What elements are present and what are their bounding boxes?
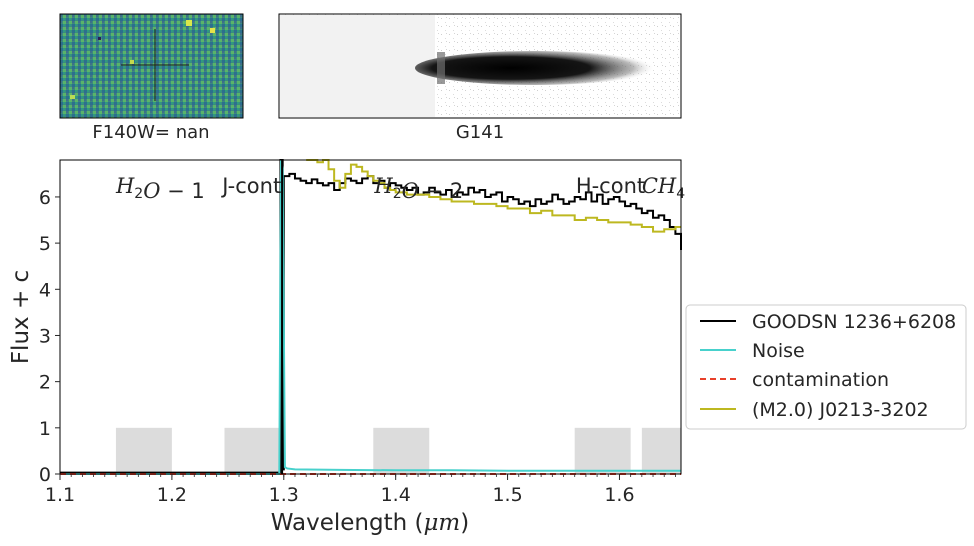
grism-image-panel: G141 <box>278 13 682 143</box>
y-tick-label: 5 <box>39 233 51 255</box>
y-tick-label: 2 <box>39 372 51 394</box>
y-tick-label: 4 <box>39 279 51 301</box>
y-tick-label: 6 <box>39 187 51 209</box>
x-tick-label: 1.2 <box>157 484 187 506</box>
x-tick-label: 1.3 <box>269 484 299 506</box>
series-layer <box>60 159 682 475</box>
band-label-2: H2O − 2 <box>373 174 463 203</box>
legend: GOODSN 1236+6208 Noise contamination (M2… <box>685 304 967 430</box>
legend-label-goodsn: GOODSN 1236+6208 <box>752 311 956 333</box>
band-rect-1 <box>224 427 281 474</box>
y-axis-title: Flux + c <box>8 270 34 364</box>
series-line-1 <box>60 159 681 475</box>
direct-image-panel: F140W= nan <box>59 13 244 143</box>
y-tick-label: 0 <box>39 464 51 486</box>
band-rect-2 <box>373 427 430 474</box>
band-rect-3 <box>574 427 631 474</box>
band-label-0: H2O − 1 <box>115 174 205 203</box>
direct-image-label: F140W= nan <box>92 122 209 143</box>
x-tick-label: 1.4 <box>381 484 411 506</box>
spectral-bands <box>115 427 681 474</box>
band-label-1: J-cont <box>220 174 281 198</box>
x-axis-title-text: Wavelength ( <box>271 510 424 536</box>
x-axis-title: Wavelength (μm) <box>271 510 469 536</box>
legend-label-template: (M2.0) J0213-3202 <box>752 399 929 421</box>
grism-image-label: G141 <box>456 122 504 143</box>
x-tick-label: 1.5 <box>492 484 522 506</box>
direct-image <box>59 13 244 119</box>
band-label-4: CH4 <box>642 174 685 202</box>
band-rect-0 <box>115 427 172 474</box>
series-line-3 <box>306 159 681 233</box>
series-line-0 <box>60 159 682 474</box>
grism-trace <box>415 51 655 85</box>
x-tick-label: 1.6 <box>604 484 634 506</box>
y-tick-label: 3 <box>39 325 51 347</box>
band-label-3: H-cont <box>576 174 645 198</box>
x-tick-label: 1.1 <box>45 484 75 506</box>
y-axis-ticks: 0 1 2 3 4 5 6 <box>39 187 60 486</box>
legend-box <box>685 304 967 430</box>
legend-label-noise: Noise <box>752 340 805 362</box>
y-tick-label: 1 <box>39 418 51 440</box>
legend-label-contamination: contamination <box>752 369 889 391</box>
plot-frame <box>59 159 682 475</box>
x-axis-ticks: 1.1 1.2 1.3 1.4 1.5 1.6 <box>45 474 676 506</box>
band-rect-4 <box>641 427 681 474</box>
